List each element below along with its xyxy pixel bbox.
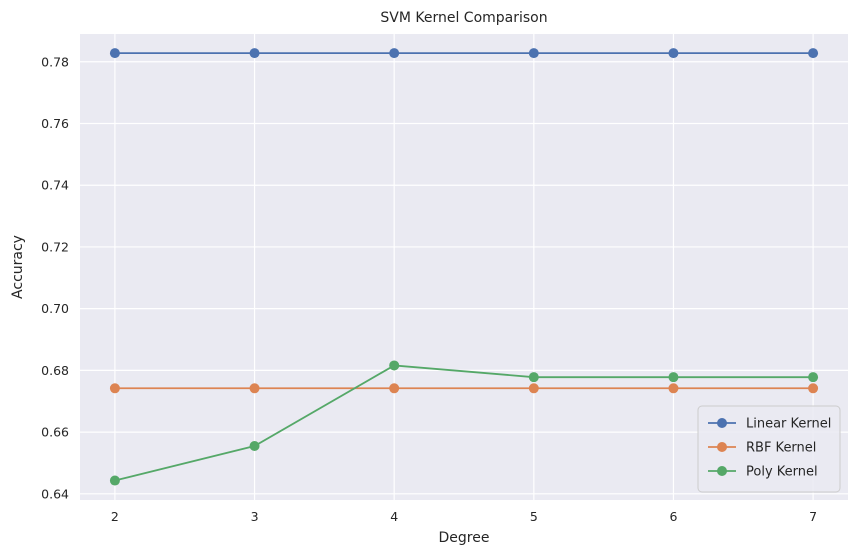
y-tick-label: 0.70 xyxy=(41,301,69,316)
series-poly-kernel xyxy=(109,360,819,486)
series-line xyxy=(114,364,814,482)
legend-item: RBF Kernel xyxy=(708,441,816,456)
y-tick-label: 0.66 xyxy=(41,425,69,440)
legend-item: Linear Kernel xyxy=(708,417,831,432)
legend-swatch-marker xyxy=(717,442,727,452)
series-layer xyxy=(109,48,819,486)
data-point xyxy=(668,372,679,383)
series-linear-kernel xyxy=(109,48,819,59)
y-tick-label: 0.74 xyxy=(41,178,69,193)
y-tick-label: 0.68 xyxy=(41,363,69,378)
legend-label: RBF Kernel xyxy=(746,441,816,456)
x-tick-label: 4 xyxy=(390,509,398,524)
data-point xyxy=(528,372,539,383)
y-tick-label: 0.72 xyxy=(41,239,69,254)
x-tick-label: 7 xyxy=(809,509,817,524)
x-tick-label: 2 xyxy=(111,509,119,524)
legend-swatch-marker xyxy=(717,466,727,476)
data-point xyxy=(389,48,400,59)
data-point xyxy=(249,440,260,451)
x-tick-label: 6 xyxy=(669,509,677,524)
x-tick-label: 5 xyxy=(530,509,538,524)
series-rbf-kernel xyxy=(109,383,819,394)
y-tick-label: 0.76 xyxy=(41,116,69,131)
legend-label: Poly Kernel xyxy=(746,465,818,480)
legend-label: Linear Kernel xyxy=(746,417,831,432)
data-point xyxy=(389,360,400,371)
x-tick-label: 3 xyxy=(251,509,259,524)
data-point xyxy=(389,383,400,394)
data-point xyxy=(109,48,120,59)
legend-item: Poly Kernel xyxy=(708,465,818,480)
data-point xyxy=(528,48,539,59)
chart-title: SVM Kernel Comparison xyxy=(380,10,547,26)
data-point xyxy=(109,475,120,486)
data-point xyxy=(808,372,819,383)
data-point xyxy=(808,48,819,59)
data-point xyxy=(249,48,260,59)
y-axis-ticks: 0.64 0.66 0.68 0.70 0.72 0.74 0.76 0.78 xyxy=(41,54,69,501)
x-axis-label: Degree xyxy=(439,530,490,546)
grid xyxy=(80,34,848,500)
x-axis-ticks: 2 3 4 5 6 7 xyxy=(111,509,817,524)
data-point xyxy=(528,383,539,394)
data-point xyxy=(109,383,120,394)
y-axis-label: Accuracy xyxy=(10,235,26,299)
data-point xyxy=(668,48,679,59)
data-point xyxy=(808,383,819,394)
y-tick-label: 0.78 xyxy=(41,54,69,69)
legend: Linear Kernel RBF Kernel Poly Kernel xyxy=(697,405,841,493)
data-point xyxy=(249,383,260,394)
y-tick-label: 0.64 xyxy=(41,486,69,501)
data-point xyxy=(668,383,679,394)
legend-swatch-marker xyxy=(717,418,727,428)
